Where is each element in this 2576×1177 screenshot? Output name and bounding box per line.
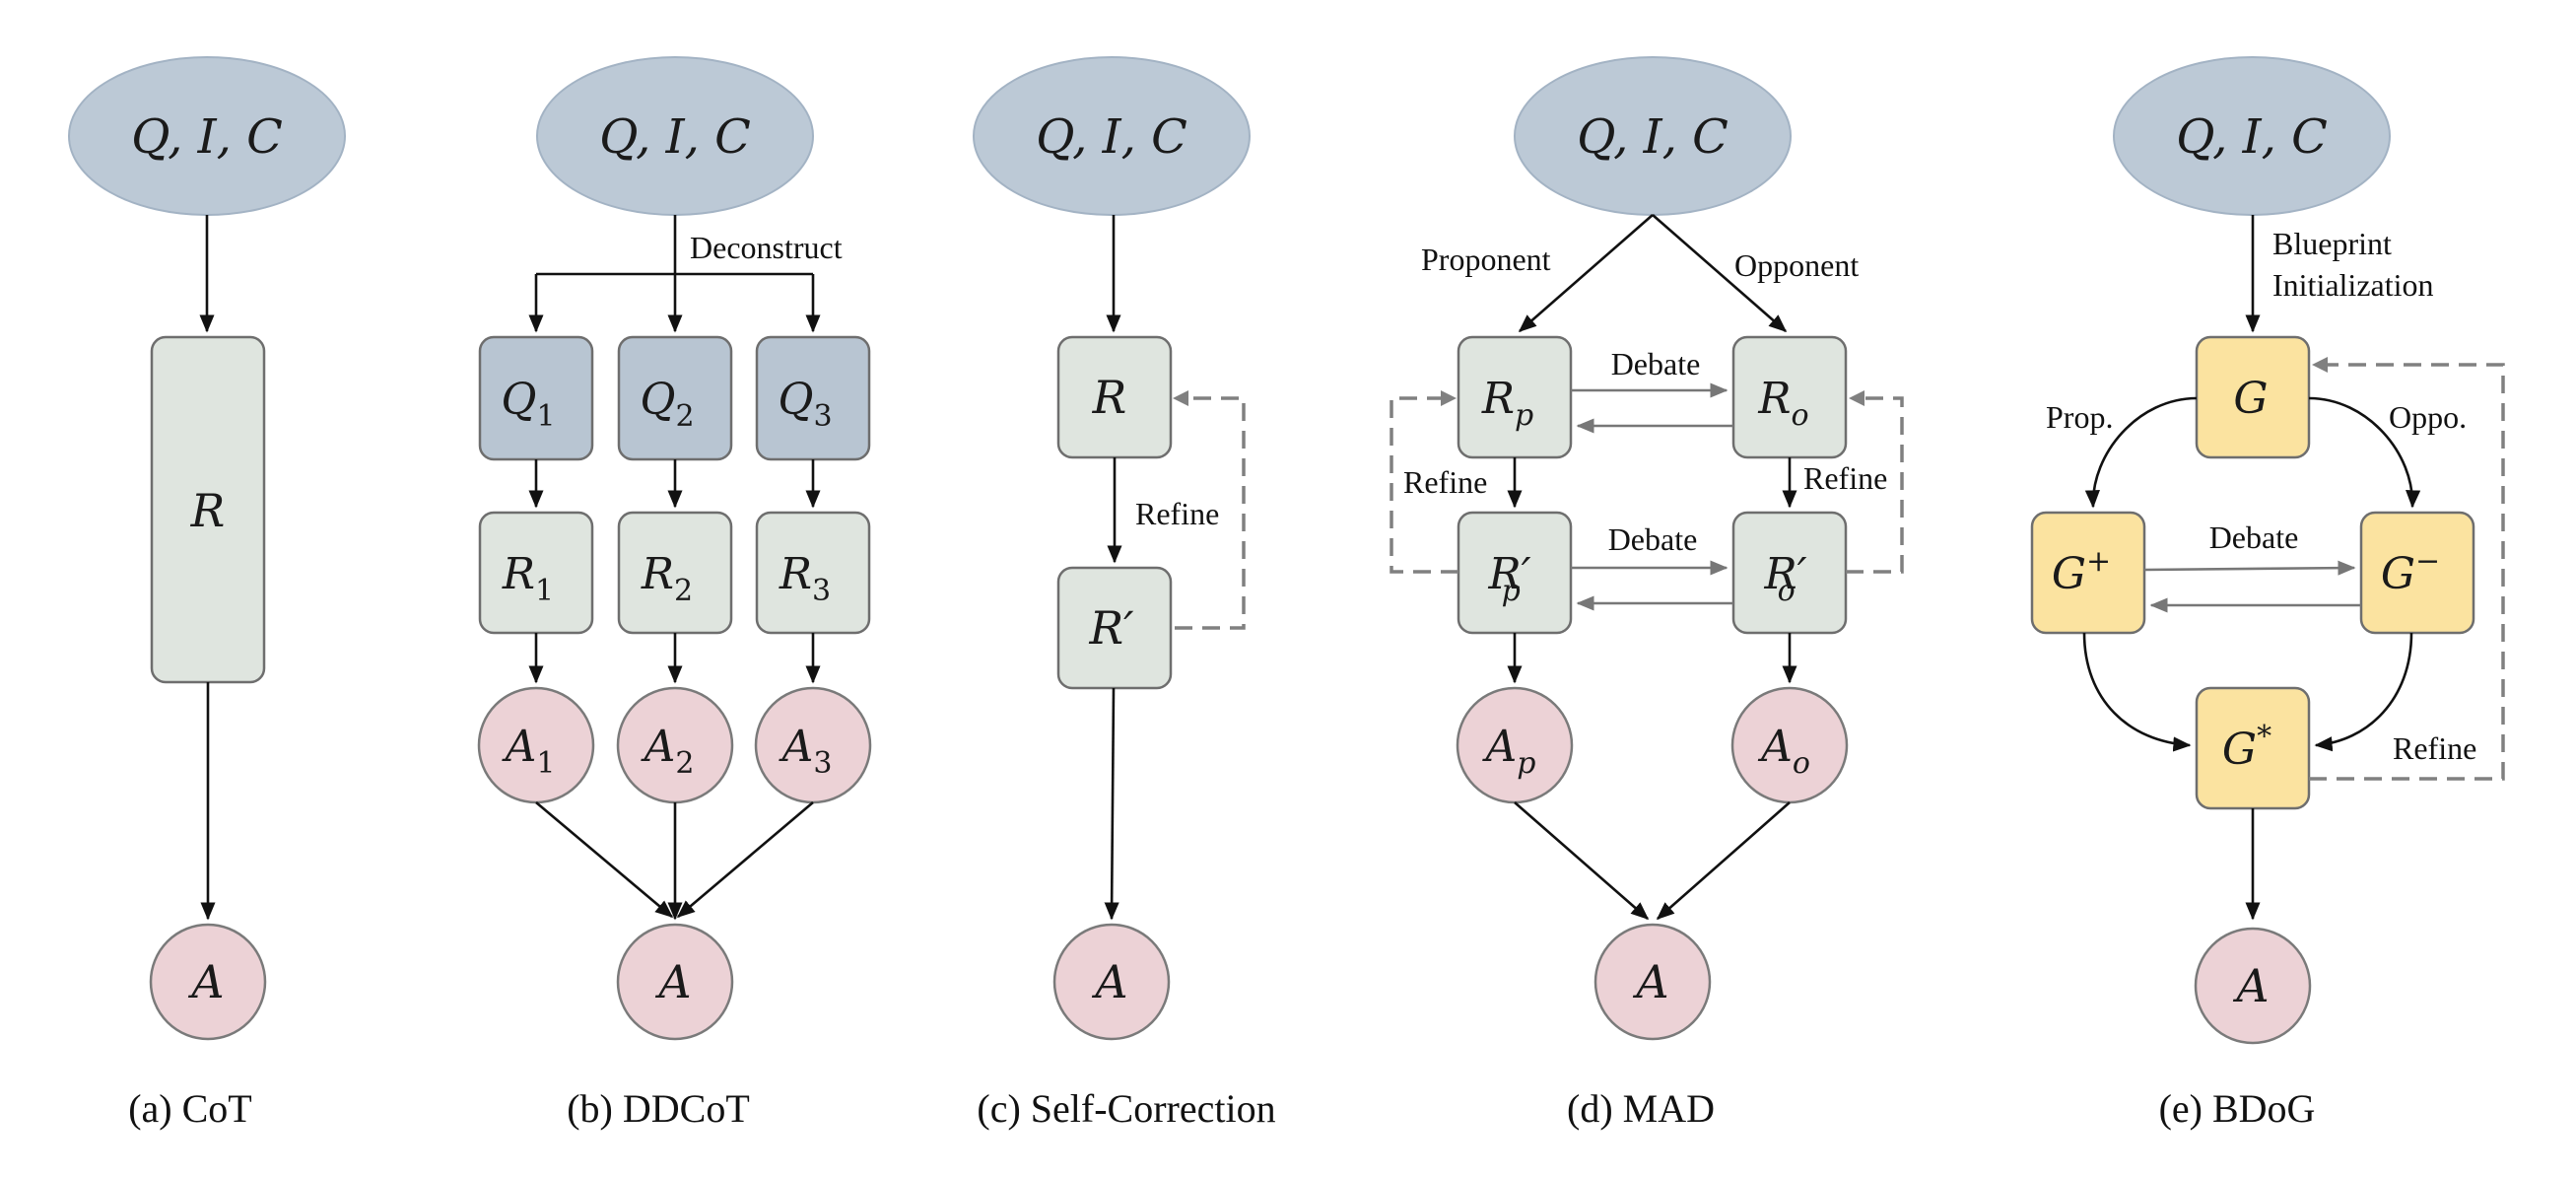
ddcot-rationale-1-label: R1 <box>502 549 554 608</box>
mad-rp-label: Rp <box>1481 374 1533 433</box>
mad-rp-box <box>1457 335 1573 459</box>
sc-arrow-rprime-answer <box>1104 687 1119 921</box>
bdog-arrow-oppo <box>2308 396 2421 509</box>
ddcot-arrow-a1-final <box>535 801 674 918</box>
mad-final-answer-label: A <box>1632 955 1668 1008</box>
bdog-arrow-gminus-gstar <box>2314 632 2413 752</box>
bdog-gplus-box <box>2030 511 2146 635</box>
mad-final-answer-circle <box>1593 923 1712 1041</box>
ddcot-rationale-3-label: R3 <box>779 549 831 608</box>
ddcot-rationale-2-label: R2 <box>641 549 693 608</box>
mad-ro-prime-label: R′o <box>1763 549 1806 608</box>
bdog-debate-forward <box>2143 560 2356 576</box>
panel-cot: Q, I, C R A (a) CoT <box>68 56 346 1131</box>
mad-input-label: Q, I, C <box>1577 109 1729 165</box>
mad-ao-label: Ao <box>1757 722 1810 781</box>
bdog-arrow-prop <box>2084 396 2198 509</box>
bdog-gplus-label: G+ <box>2052 544 2111 599</box>
ddcot-answer-1-label: A1 <box>502 722 556 781</box>
cot-answer-circle <box>149 923 267 1041</box>
ddcot-answer-2-label: A2 <box>641 722 695 781</box>
bdog-init-label-2: Initialization <box>2272 267 2434 303</box>
bdog-refine-loop-arrowhead <box>2312 357 2328 373</box>
mad-debate-label-top: Debate <box>1611 346 1701 381</box>
cot-caption: (a) CoT <box>128 1086 252 1131</box>
bdog-gminus-label: G− <box>2381 544 2440 599</box>
mad-rp-prime-label: R′p <box>1487 549 1530 608</box>
bdog-answer-circle <box>2194 927 2312 1045</box>
bdog-gstar-label: G* <box>2222 720 2271 775</box>
mad-refine-loop-right-arrowhead <box>1849 390 1864 406</box>
mad-arrow-ap-final <box>1514 801 1650 920</box>
cot-reasoning-label: R <box>190 484 226 537</box>
ddcot-arrow-a3-final <box>676 801 814 918</box>
mad-opponent-label: Opponent <box>1734 247 1859 283</box>
mad-refine-loop-left <box>1390 396 1458 574</box>
sc-input-label: Q, I, C <box>1036 109 1187 165</box>
bdog-gminus-box <box>2359 511 2475 635</box>
ddcot-caption: (b) DDCoT <box>567 1086 750 1131</box>
bdog-graph-label: G <box>2233 374 2268 424</box>
mad-refine-label-left: Refine <box>1403 464 1487 500</box>
bdog-refine-loop <box>2309 363 2505 781</box>
ddcot-final-answer-label: A <box>654 955 691 1008</box>
sc-refined-label: R′ <box>1088 601 1134 655</box>
mad-arrow-to-opponent <box>1652 214 1788 332</box>
mad-debate-label-bottom: Debate <box>1608 521 1698 557</box>
panel-mad: Q, I, C Proponent Opponent Rp Ro Debate … <box>1390 56 1904 1131</box>
bdog-input-label: Q, I, C <box>2176 109 2328 165</box>
panel-self-correction: Q, I, C R Refine R′ A (c) Self-Correctio… <box>973 56 1276 1131</box>
mad-caption: (d) MAD <box>1567 1086 1715 1131</box>
ddcot-subquestion-2-label: Q2 <box>640 375 694 434</box>
ddcot-input-label: Q, I, C <box>599 109 751 165</box>
bdog-arrow-gplus-gstar <box>2082 632 2192 752</box>
sc-refine-loop <box>1175 396 1246 630</box>
bdog-caption: (e) BDoG <box>2159 1086 2316 1131</box>
ddcot-subquestion-3-label: Q3 <box>778 375 832 434</box>
mad-proponent-label: Proponent <box>1421 242 1551 277</box>
ddcot-rationale-1 <box>478 511 594 635</box>
sc-input-ellipse <box>973 56 1251 216</box>
cot-input-label: Q, I, C <box>131 109 283 165</box>
sc-refined-box <box>1056 566 1173 690</box>
sc-answer-label: A <box>1091 955 1127 1008</box>
mad-refine-loop-left-arrowhead <box>1441 390 1457 406</box>
sc-answer-circle <box>1052 923 1171 1041</box>
ddcot-final-answer-circle <box>616 923 734 1041</box>
mad-ap-label: Ap <box>1482 722 1536 781</box>
ddcot-subquestion-1-label: Q1 <box>501 375 555 434</box>
bdog-refine-label: Refine <box>2393 730 2476 766</box>
mad-arrow-ao-final <box>1656 801 1791 921</box>
ddcot-answer-3-label: A3 <box>779 722 833 781</box>
bdog-prop-label: Prop. <box>2046 399 2113 435</box>
bdog-oppo-label: Oppo. <box>2389 399 2467 435</box>
bdog-init-label-1: Blueprint <box>2272 226 2392 261</box>
ddcot-rationale-3 <box>755 511 871 635</box>
ddcot-rationale-2 <box>617 511 733 635</box>
mad-ro-label: Ro <box>1757 374 1808 433</box>
mad-refine-loop-right <box>1846 396 1904 574</box>
bdog-debate-label: Debate <box>2209 519 2299 555</box>
cot-answer-label: A <box>187 955 224 1008</box>
mad-refine-label-right: Refine <box>1803 460 1887 496</box>
ddcot-deconstruct-label: Deconstruct <box>690 230 843 265</box>
sc-refine-loop-arrowhead <box>1173 390 1188 406</box>
sc-reasoning-label: R <box>1092 371 1127 424</box>
panel-bdog: Q, I, C Blueprint Initialization G Prop.… <box>2030 56 2505 1131</box>
bdog-answer-label: A <box>2232 959 2269 1012</box>
mad-arrow-to-proponent <box>1518 214 1654 332</box>
panel-ddcot: Q, I, C Deconstruct Q1 Q2 Q3 R1 R2 R3 A1… <box>477 56 872 1131</box>
sc-refine-label: Refine <box>1135 496 1219 531</box>
sc-caption: (c) Self-Correction <box>977 1086 1275 1131</box>
